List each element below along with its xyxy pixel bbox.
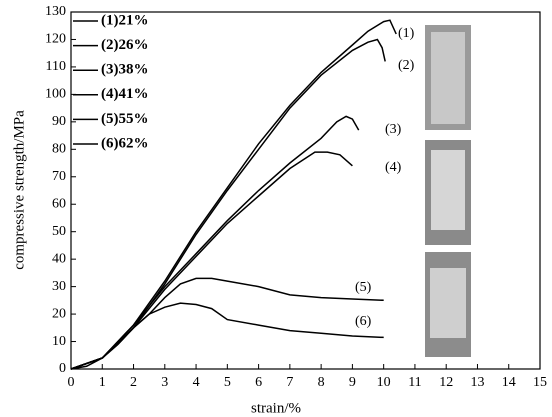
y-tick-label: 30	[52, 279, 66, 294]
legend-label: (3)38%	[101, 62, 149, 78]
x-tick-label: 9	[349, 375, 356, 390]
x-tick-label: 8	[318, 375, 325, 390]
x-tick-label: 7	[286, 375, 293, 390]
series-line	[70, 302, 384, 370]
y-tick-label: 60	[52, 196, 66, 211]
y-tick-label: 20	[52, 306, 66, 321]
x-tick-label: 13	[470, 375, 484, 390]
x-axis-label: strain/%	[251, 400, 301, 416]
curve-label: (1)	[398, 26, 415, 41]
x-tick-label: 10	[377, 375, 391, 390]
curve-label: (6)	[355, 314, 372, 329]
x-tick-label: 3	[161, 375, 168, 390]
plot-frame	[70, 11, 541, 370]
curve-label: (5)	[355, 280, 372, 295]
legend-label: (1)21%	[101, 12, 149, 28]
y-tick-label: 130	[45, 4, 66, 19]
x-tick-label: 15	[533, 375, 547, 390]
y-axis-label: compressive strength/MPa	[11, 110, 27, 270]
x-tick-label: 0	[68, 375, 75, 390]
y-tick-label: 0	[59, 361, 66, 376]
legend-label: (4)41%	[101, 86, 149, 102]
x-tick-label: 6	[255, 375, 262, 390]
x-tick-label: 4	[193, 375, 200, 390]
curve-label: (4)	[385, 160, 402, 175]
x-tick-label: 5	[224, 375, 231, 390]
y-tick-label: 40	[52, 251, 66, 266]
legend-label: (2)26%	[101, 37, 149, 53]
series-line	[70, 151, 353, 370]
series-line	[70, 277, 384, 370]
x-tick-label: 11	[408, 375, 421, 390]
y-tick-label: 50	[52, 224, 66, 239]
x-tick-label: 2	[130, 375, 137, 390]
x-tick-label: 12	[439, 375, 453, 390]
curve-label: (3)	[385, 122, 402, 137]
specimen-photo-inner	[431, 32, 465, 124]
y-tick-label: 100	[45, 87, 66, 102]
y-tick-label: 120	[45, 32, 66, 47]
y-tick-label: 90	[52, 114, 66, 129]
y-tick-label: 110	[46, 59, 66, 74]
curve-label: (2)	[398, 58, 415, 73]
x-tick-label: 1	[99, 375, 106, 390]
y-tick-label: 70	[52, 169, 66, 184]
x-tick-label: 14	[502, 375, 516, 390]
specimen-photo-inner	[431, 150, 465, 230]
legend-label: (5)55%	[101, 111, 149, 127]
series-line	[70, 115, 360, 370]
y-tick-label: 10	[52, 334, 66, 349]
legend-label: (6)62%	[101, 135, 149, 151]
specimen-photo-inner	[430, 268, 466, 338]
y-tick-label: 80	[52, 142, 66, 157]
